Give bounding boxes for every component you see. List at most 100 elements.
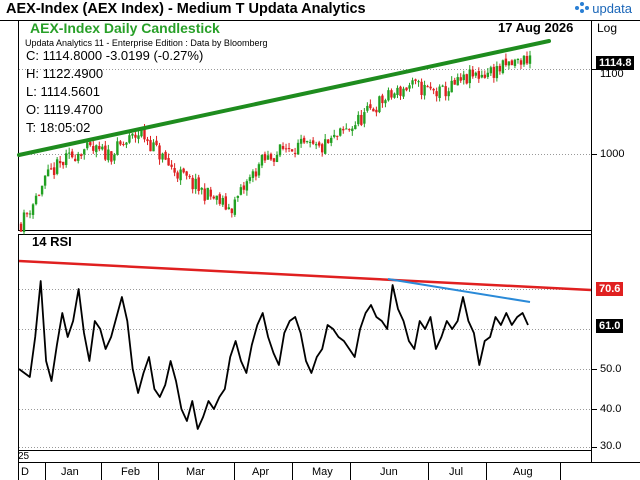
candle-body	[495, 66, 499, 79]
candle-body	[64, 153, 68, 165]
candle-body	[429, 86, 432, 89]
candle-body	[423, 84, 426, 96]
candle-body	[31, 204, 35, 215]
candle-body	[408, 85, 411, 89]
candle-body	[77, 153, 80, 161]
candle-body	[19, 223, 23, 232]
candle-body	[525, 55, 529, 64]
candle-body	[170, 164, 173, 167]
year-label: 25	[18, 451, 30, 462]
candle-body	[477, 71, 480, 79]
candle-body	[149, 140, 152, 152]
candle-body	[131, 133, 134, 136]
ohlc-time: T: 18:05:02	[26, 120, 91, 135]
candle-body	[266, 155, 270, 160]
candle-body	[296, 142, 300, 155]
candle-body	[348, 129, 351, 131]
candle-body	[381, 95, 384, 104]
candle-body	[363, 112, 366, 124]
candle-body	[447, 91, 450, 97]
candle-body	[251, 171, 255, 178]
candle-body	[143, 127, 146, 140]
candle-body	[43, 175, 47, 186]
x-tick-aug: Aug	[513, 466, 533, 478]
candle-body	[441, 85, 444, 87]
candle-body	[471, 69, 474, 77]
candle-body	[176, 172, 179, 179]
candle-body	[390, 90, 393, 98]
candle-body	[351, 128, 354, 132]
candle-body	[308, 141, 312, 143]
candle-body	[200, 187, 203, 190]
candle-body	[182, 168, 185, 173]
updata-logo-text: updata	[592, 1, 632, 16]
candle-body	[510, 60, 514, 66]
candle-body	[203, 188, 206, 201]
candle-body	[74, 158, 77, 162]
candle-body	[67, 152, 71, 154]
candle-body	[516, 58, 520, 61]
candle-body	[46, 169, 50, 177]
candle-body	[438, 86, 441, 98]
candle-body	[122, 144, 125, 146]
candle-body	[504, 58, 508, 66]
candle-body	[34, 195, 38, 205]
candle-body	[71, 151, 74, 158]
candle-body	[284, 148, 288, 150]
x-tick-may: May	[312, 466, 333, 478]
candle-body	[360, 114, 363, 125]
candle-body	[372, 108, 375, 112]
rsi-upper-tag: 70.6	[596, 282, 624, 296]
chart-subtitle: Updata Analytics 11 - Enterprise Edition…	[25, 38, 268, 48]
candle-body	[179, 169, 182, 181]
candle-body	[191, 177, 194, 190]
candle-body	[164, 151, 167, 160]
rsi-line	[18, 280, 529, 430]
rsi-last-tag: 61.0	[596, 319, 624, 333]
candle-body	[260, 154, 264, 166]
scale-mode-label[interactable]: Log	[597, 21, 618, 35]
candle-body	[263, 153, 267, 161]
candle-body	[61, 161, 65, 166]
candle-body	[345, 128, 348, 130]
candle-body	[453, 79, 456, 85]
candle-body	[489, 67, 493, 74]
title-bar: AEX-Index (AEX Index) - Medium T Updata …	[0, 0, 640, 21]
candle-body	[254, 171, 258, 177]
candle-body	[444, 86, 447, 97]
candle-body	[393, 93, 396, 98]
candle-body	[116, 141, 119, 155]
candle-body	[245, 181, 249, 191]
candle-body	[242, 185, 246, 190]
candle-body	[146, 139, 149, 142]
candle-body	[155, 140, 158, 145]
candle-body	[387, 90, 390, 101]
candle-body	[339, 128, 342, 136]
ohlc-open: O: 1119.4700	[26, 102, 103, 117]
candle-body	[519, 60, 523, 65]
candle-body	[134, 134, 137, 138]
candle-body	[290, 149, 294, 152]
candle-body	[299, 138, 303, 144]
chart-series-name: AEX-Index Daily Candlestick	[30, 20, 220, 36]
candle-body	[507, 61, 511, 66]
candle-body	[119, 141, 122, 145]
candle-body	[486, 72, 490, 77]
candle-body	[152, 142, 155, 152]
candle-body	[369, 104, 372, 109]
candle-body	[92, 146, 95, 151]
x-tick-feb: Feb	[121, 466, 140, 478]
candle-body	[492, 66, 496, 78]
candle-body	[483, 74, 487, 78]
candle-body	[125, 142, 128, 145]
candle-body	[281, 146, 285, 149]
candle-body	[49, 168, 53, 170]
candle-body	[305, 141, 309, 143]
candle-body	[221, 197, 224, 205]
candle-body	[330, 137, 333, 143]
rsi-resistance-line	[18, 259, 592, 292]
candle-body	[86, 142, 89, 149]
candle-body	[83, 149, 86, 155]
candle-body	[137, 135, 140, 139]
